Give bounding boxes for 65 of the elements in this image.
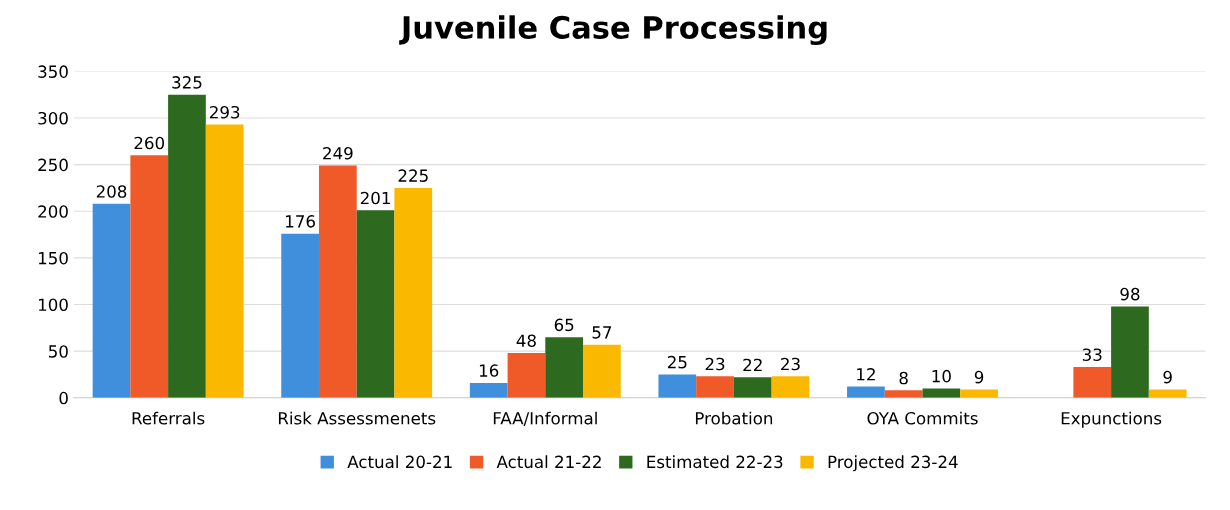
bar <box>507 353 546 398</box>
bar <box>318 165 357 398</box>
y-tick-label: 300 <box>38 111 68 125</box>
data-label: 249 <box>323 146 353 160</box>
y-tick-label: 250 <box>38 158 68 172</box>
bar <box>356 210 395 398</box>
x-tick-label: Expunctions <box>1061 411 1162 428</box>
legend-label: Actual 20-21 <box>347 455 452 469</box>
bar <box>394 187 433 398</box>
y-tick-label: 150 <box>38 251 68 265</box>
x-tick-label: Risk Assessmenets <box>278 411 436 425</box>
chart-title: Juvenile Case Processing <box>399 15 827 46</box>
x-tick-label: OYA Commits <box>867 411 978 425</box>
bar <box>1073 367 1112 398</box>
x-tick-label: FAA/Informal <box>493 411 597 426</box>
y-tick-label: 100 <box>38 298 68 312</box>
data-label: 260 <box>134 136 165 150</box>
bar <box>545 337 584 398</box>
bar <box>733 377 772 398</box>
bar <box>922 388 961 398</box>
data-label: 57 <box>592 326 612 339</box>
bar <box>847 386 885 398</box>
x-tick-label: Referrals <box>132 411 205 425</box>
data-label: 23 <box>781 357 800 371</box>
data-label: 225 <box>398 169 428 182</box>
data-label: 10 <box>932 369 951 383</box>
data-label: 325 <box>172 76 202 89</box>
data-label: 201 <box>360 191 390 205</box>
y-tick-label: 50 <box>49 345 68 358</box>
legend-label: Actual 21-22 <box>496 455 601 469</box>
bar <box>771 376 810 398</box>
data-label: 23 <box>705 357 725 371</box>
data-label: 176 <box>286 215 315 228</box>
bar <box>469 382 508 398</box>
data-label: 9 <box>974 370 984 384</box>
y-tick-label: 0 <box>59 391 68 405</box>
data-label: 293 <box>210 105 240 119</box>
bar <box>583 344 621 398</box>
bar <box>92 203 131 398</box>
data-label: 33 <box>1082 348 1102 362</box>
data-label: 22 <box>743 358 762 372</box>
data-label: 9 <box>1163 370 1172 384</box>
data-label: 65 <box>554 318 574 332</box>
bar <box>205 124 244 398</box>
bar <box>658 374 697 398</box>
data-label: 8 <box>899 371 908 385</box>
x-tick-label: Probation <box>695 411 773 425</box>
bar <box>130 155 169 398</box>
data-label: 25 <box>667 355 687 369</box>
bar <box>1111 306 1149 398</box>
data-label: 208 <box>96 185 127 198</box>
legend-label: Estimated 22-23 <box>647 455 783 469</box>
bar <box>960 389 998 398</box>
data-label: 48 <box>516 334 536 348</box>
bar <box>696 376 734 398</box>
bar <box>281 233 319 398</box>
data-label: 12 <box>857 368 875 381</box>
y-tick-label: 350 <box>38 65 68 78</box>
y-tick-label: 200 <box>38 205 68 218</box>
data-label: 16 <box>479 364 499 377</box>
bar <box>884 390 923 398</box>
legend-label: Projected 23-24 <box>828 455 958 472</box>
data-label: 98 <box>1120 287 1140 301</box>
bar <box>168 94 206 398</box>
bar <box>1148 389 1187 398</box>
